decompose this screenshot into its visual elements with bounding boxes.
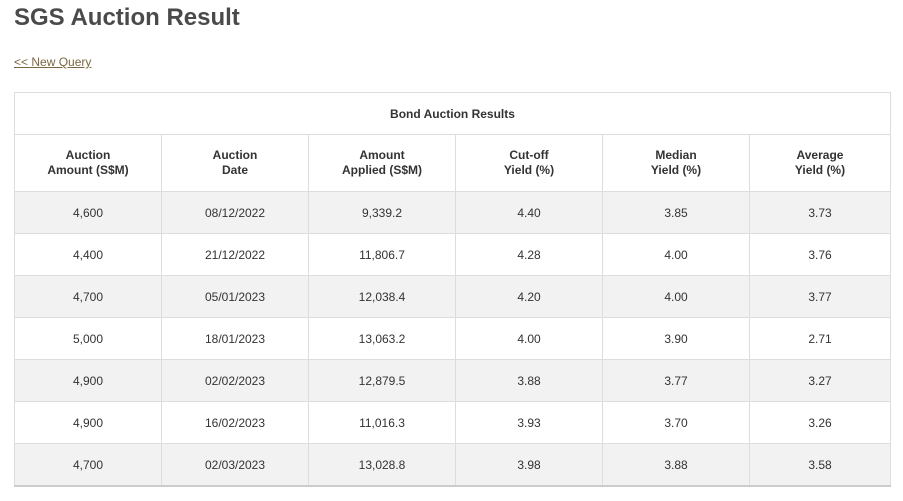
column-header-auction-date: Auction Date [161,134,309,192]
cell-average-yield: 2.71 [749,317,891,360]
column-header-line: Date [221,163,248,177]
cell-cutoff-yield: 4.20 [455,275,603,318]
cell-cutoff-yield: 3.98 [455,443,603,487]
column-header-average-yield: Average Yield (%) [749,134,891,192]
column-header-row: Auction Amount (S$M) Auction Date Amount… [14,134,891,192]
cell-median-yield: 3.90 [602,317,750,360]
new-query-link[interactable]: << New Query [14,55,92,69]
cell-median-yield: 3.70 [602,401,750,444]
cell-amount-applied: 12,038.4 [308,275,456,318]
cell-auction-amount: 5,000 [14,317,162,360]
table-caption: Bond Auction Results [14,92,891,135]
cell-average-yield: 3.26 [749,401,891,444]
cell-auction-amount: 4,600 [14,191,162,234]
column-header-cutoff-yield: Cut-off Yield (%) [455,134,603,192]
cell-average-yield: 3.27 [749,359,891,402]
cell-average-yield: 3.76 [749,233,891,276]
cell-median-yield: 4.00 [602,275,750,318]
cell-median-yield: 3.77 [602,359,750,402]
cell-average-yield: 3.73 [749,191,891,234]
cell-auction-amount: 4,700 [14,443,162,487]
table-row: 4,600 08/12/2022 9,339.2 4.40 3.85 3.73 [14,191,891,234]
table-row: 4,900 16/02/2023 11,016.3 3.93 3.70 3.26 [14,401,891,444]
column-header-line: Auction [212,148,258,162]
column-header-amount-applied: Amount Applied (S$M) [308,134,456,192]
column-header-line: Median [655,148,697,162]
cell-auction-amount: 4,400 [14,233,162,276]
page-title: SGS Auction Result [14,4,240,31]
column-header-line: Auction [65,148,111,162]
cell-cutoff-yield: 4.28 [455,233,603,276]
table-row: 4,700 02/03/2023 13,028.8 3.98 3.88 3.58 [14,443,891,487]
column-header-line: Cut-off [509,148,549,162]
cell-auction-date: 18/01/2023 [161,317,309,360]
column-header-line: Yield (%) [794,163,846,177]
cell-amount-applied: 12,879.5 [308,359,456,402]
cell-auction-date: 21/12/2022 [161,233,309,276]
cell-cutoff-yield: 3.93 [455,401,603,444]
cell-cutoff-yield: 4.00 [455,317,603,360]
cell-auction-date: 05/01/2023 [161,275,309,318]
cell-auction-date: 16/02/2023 [161,401,309,444]
column-header-line: Average [796,148,844,162]
cell-auction-amount: 4,700 [14,275,162,318]
cell-amount-applied: 11,806.7 [308,233,456,276]
cell-auction-amount: 4,900 [14,401,162,444]
table-body: 4,600 08/12/2022 9,339.2 4.40 3.85 3.73 … [14,191,891,487]
cell-auction-amount: 4,900 [14,359,162,402]
table-head: Bond Auction Results Auction Amount (S$M… [14,92,891,192]
cell-average-yield: 3.77 [749,275,891,318]
table-row: 4,400 21/12/2022 11,806.7 4.28 4.00 3.76 [14,233,891,276]
cell-auction-date: 02/03/2023 [161,443,309,487]
table-row: 4,900 02/02/2023 12,879.5 3.88 3.77 3.27 [14,359,891,402]
cell-average-yield: 3.58 [749,443,891,487]
cell-auction-date: 08/12/2022 [161,191,309,234]
cell-median-yield: 4.00 [602,233,750,276]
cell-amount-applied: 11,016.3 [308,401,456,444]
table-row: 5,000 18/01/2023 13,063.2 4.00 3.90 2.71 [14,317,891,360]
table-caption-row: Bond Auction Results [14,92,891,135]
cell-cutoff-yield: 4.40 [455,191,603,234]
cell-amount-applied: 9,339.2 [308,191,456,234]
cell-median-yield: 3.85 [602,191,750,234]
column-header-line: Applied (S$M) [342,163,422,177]
column-header-line: Yield (%) [650,163,702,177]
column-header-line: Yield (%) [503,163,555,177]
bond-auction-results-table: Bond Auction Results Auction Amount (S$M… [14,92,891,487]
column-header-median-yield: Median Yield (%) [602,134,750,192]
column-header-line: Amount (S$M) [47,163,129,177]
cell-cutoff-yield: 3.88 [455,359,603,402]
cell-amount-applied: 13,063.2 [308,317,456,360]
cell-auction-date: 02/02/2023 [161,359,309,402]
table-row: 4,700 05/01/2023 12,038.4 4.20 4.00 3.77 [14,275,891,318]
column-header-auction-amount: Auction Amount (S$M) [14,134,162,192]
cell-median-yield: 3.88 [602,443,750,487]
cell-amount-applied: 13,028.8 [308,443,456,487]
column-header-line: Amount [359,148,405,162]
